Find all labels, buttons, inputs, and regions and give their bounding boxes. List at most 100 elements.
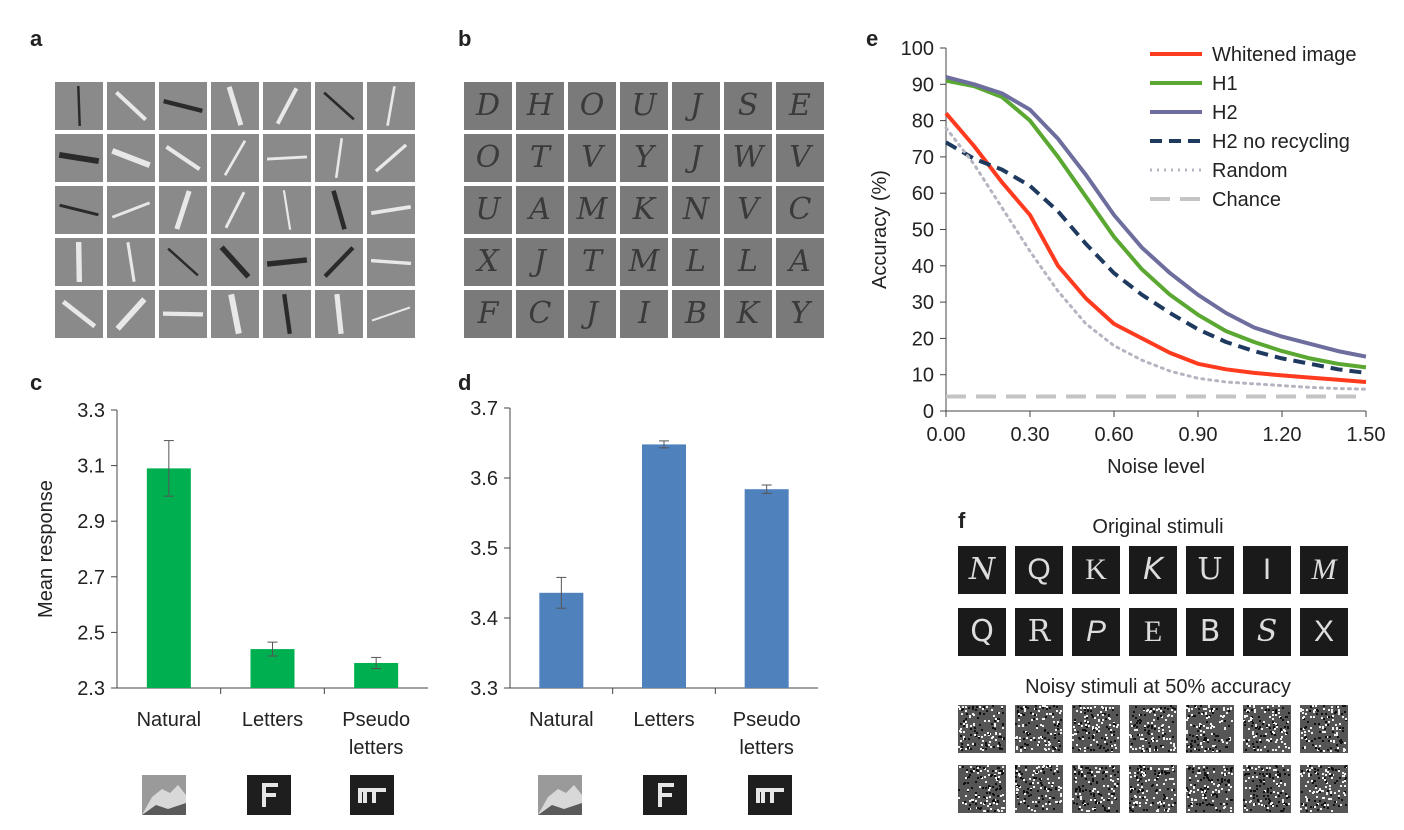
noise-pixel <box>1253 804 1255 806</box>
noise-pixel <box>1092 778 1094 780</box>
noise-pixel <box>1198 749 1200 751</box>
noise-pixel <box>1038 741 1040 743</box>
noise-pixel <box>1327 724 1329 726</box>
noise-pixel <box>1023 779 1025 781</box>
noise-pixel <box>1314 738 1316 740</box>
noise-pixel <box>1207 772 1209 774</box>
noise-pixel <box>1338 790 1340 792</box>
noise-pixel <box>1273 791 1275 793</box>
noise-pixel <box>1033 770 1035 772</box>
noise-pixel <box>972 706 974 708</box>
noise-pixel <box>1135 748 1137 750</box>
noise-pixel <box>1211 781 1213 783</box>
noise-pixel <box>1129 772 1131 774</box>
noise-pixel <box>994 775 996 777</box>
noise-pixel <box>1040 736 1042 738</box>
noise-pixel <box>1323 718 1325 720</box>
noise-pixel <box>1057 725 1059 727</box>
noise-pixel <box>1108 793 1110 795</box>
noise-pixel <box>1212 712 1214 714</box>
noise-pixel <box>1189 792 1191 794</box>
noise-pixel <box>1148 779 1150 781</box>
noise-pixel <box>1033 786 1035 788</box>
noise-pixel <box>1072 739 1074 741</box>
noise-pixel <box>1217 779 1219 781</box>
noise-pixel <box>958 797 960 799</box>
noise-pixel <box>1265 805 1267 807</box>
noise-pixel <box>1092 735 1094 737</box>
noise-pixel <box>1244 709 1246 711</box>
noise-pixel <box>1288 712 1290 714</box>
noise-pixel <box>1167 708 1169 710</box>
noise-pixel <box>1133 725 1135 727</box>
noise-pixel <box>1186 719 1188 721</box>
noise-pixel <box>986 706 988 708</box>
original-stimulus-tile: Q <box>1015 546 1063 594</box>
series-line-h2 <box>945 75 1367 359</box>
noise-pixel <box>1060 732 1062 734</box>
noise-pixel <box>1096 771 1098 773</box>
noise-pixel <box>1141 771 1143 773</box>
letter-feature-tile: Y <box>620 134 668 182</box>
noise-pixel <box>1108 715 1110 717</box>
noise-pixel <box>1097 791 1099 793</box>
noise-pixel <box>1056 768 1058 770</box>
noise-pixel <box>1020 801 1022 803</box>
noise-pixel <box>977 807 979 809</box>
noise-pixel <box>1321 804 1323 806</box>
letter-feature-tile: N <box>672 186 720 234</box>
noise-pixel <box>1052 746 1054 748</box>
noise-pixel <box>1266 725 1268 727</box>
x-tick-label: 0.60 <box>1095 424 1134 446</box>
noise-pixel <box>1278 795 1280 797</box>
noise-pixel <box>1261 728 1263 730</box>
noise-pixel <box>984 776 986 778</box>
noise-pixel <box>1217 735 1219 737</box>
noise-pixel <box>1109 707 1111 709</box>
noise-pixel <box>1035 805 1037 807</box>
noise-pixel <box>1270 787 1272 789</box>
noise-pixel <box>1207 739 1209 741</box>
noise-pixel <box>1084 750 1086 752</box>
noise-pixel <box>1139 796 1141 798</box>
noise-pixel <box>1113 725 1115 727</box>
noisy-stimulus-tile <box>1186 705 1234 753</box>
noise-pixel <box>1158 727 1160 729</box>
noise-pixel <box>1018 725 1020 727</box>
noise-pixel <box>1078 737 1080 739</box>
noise-pixel <box>1280 728 1282 730</box>
noise-pixel <box>1084 804 1086 806</box>
noise-pixel <box>1148 730 1150 732</box>
noise-pixel <box>1186 750 1188 752</box>
noise-pixel <box>1055 787 1057 789</box>
letter-feature-tile: J <box>568 290 616 338</box>
noise-pixel <box>1053 705 1055 707</box>
noise-pixel <box>1085 767 1087 769</box>
noise-pixel <box>1049 713 1051 715</box>
noise-pixel <box>1275 709 1277 711</box>
original-stimulus-tile: I <box>1243 546 1291 594</box>
noise-pixel <box>1190 784 1192 786</box>
noise-pixel <box>1171 765 1173 767</box>
noise-pixel <box>1324 731 1326 733</box>
noise-pixel <box>1057 721 1059 723</box>
noise-pixel <box>1332 715 1334 717</box>
y-tick-label: 70 <box>912 147 934 169</box>
noise-pixel <box>1226 798 1228 800</box>
noise-pixel <box>1230 770 1232 772</box>
noise-pixel <box>1170 705 1172 707</box>
noise-pixel <box>989 803 991 805</box>
noise-pixel <box>1274 728 1276 730</box>
noise-pixel <box>1167 788 1169 790</box>
noise-pixel <box>983 713 985 715</box>
noise-pixel <box>1269 727 1271 729</box>
natural-feature-tile <box>159 238 207 286</box>
noise-pixel <box>994 720 996 722</box>
noise-pixel <box>1113 731 1115 733</box>
noise-pixel <box>996 803 998 805</box>
letter-feature-tile: M <box>620 238 668 286</box>
noise-pixel <box>1165 768 1167 770</box>
natural-feature-tile <box>211 134 259 182</box>
noise-pixel <box>1268 802 1270 804</box>
noise-pixel <box>1315 787 1317 789</box>
